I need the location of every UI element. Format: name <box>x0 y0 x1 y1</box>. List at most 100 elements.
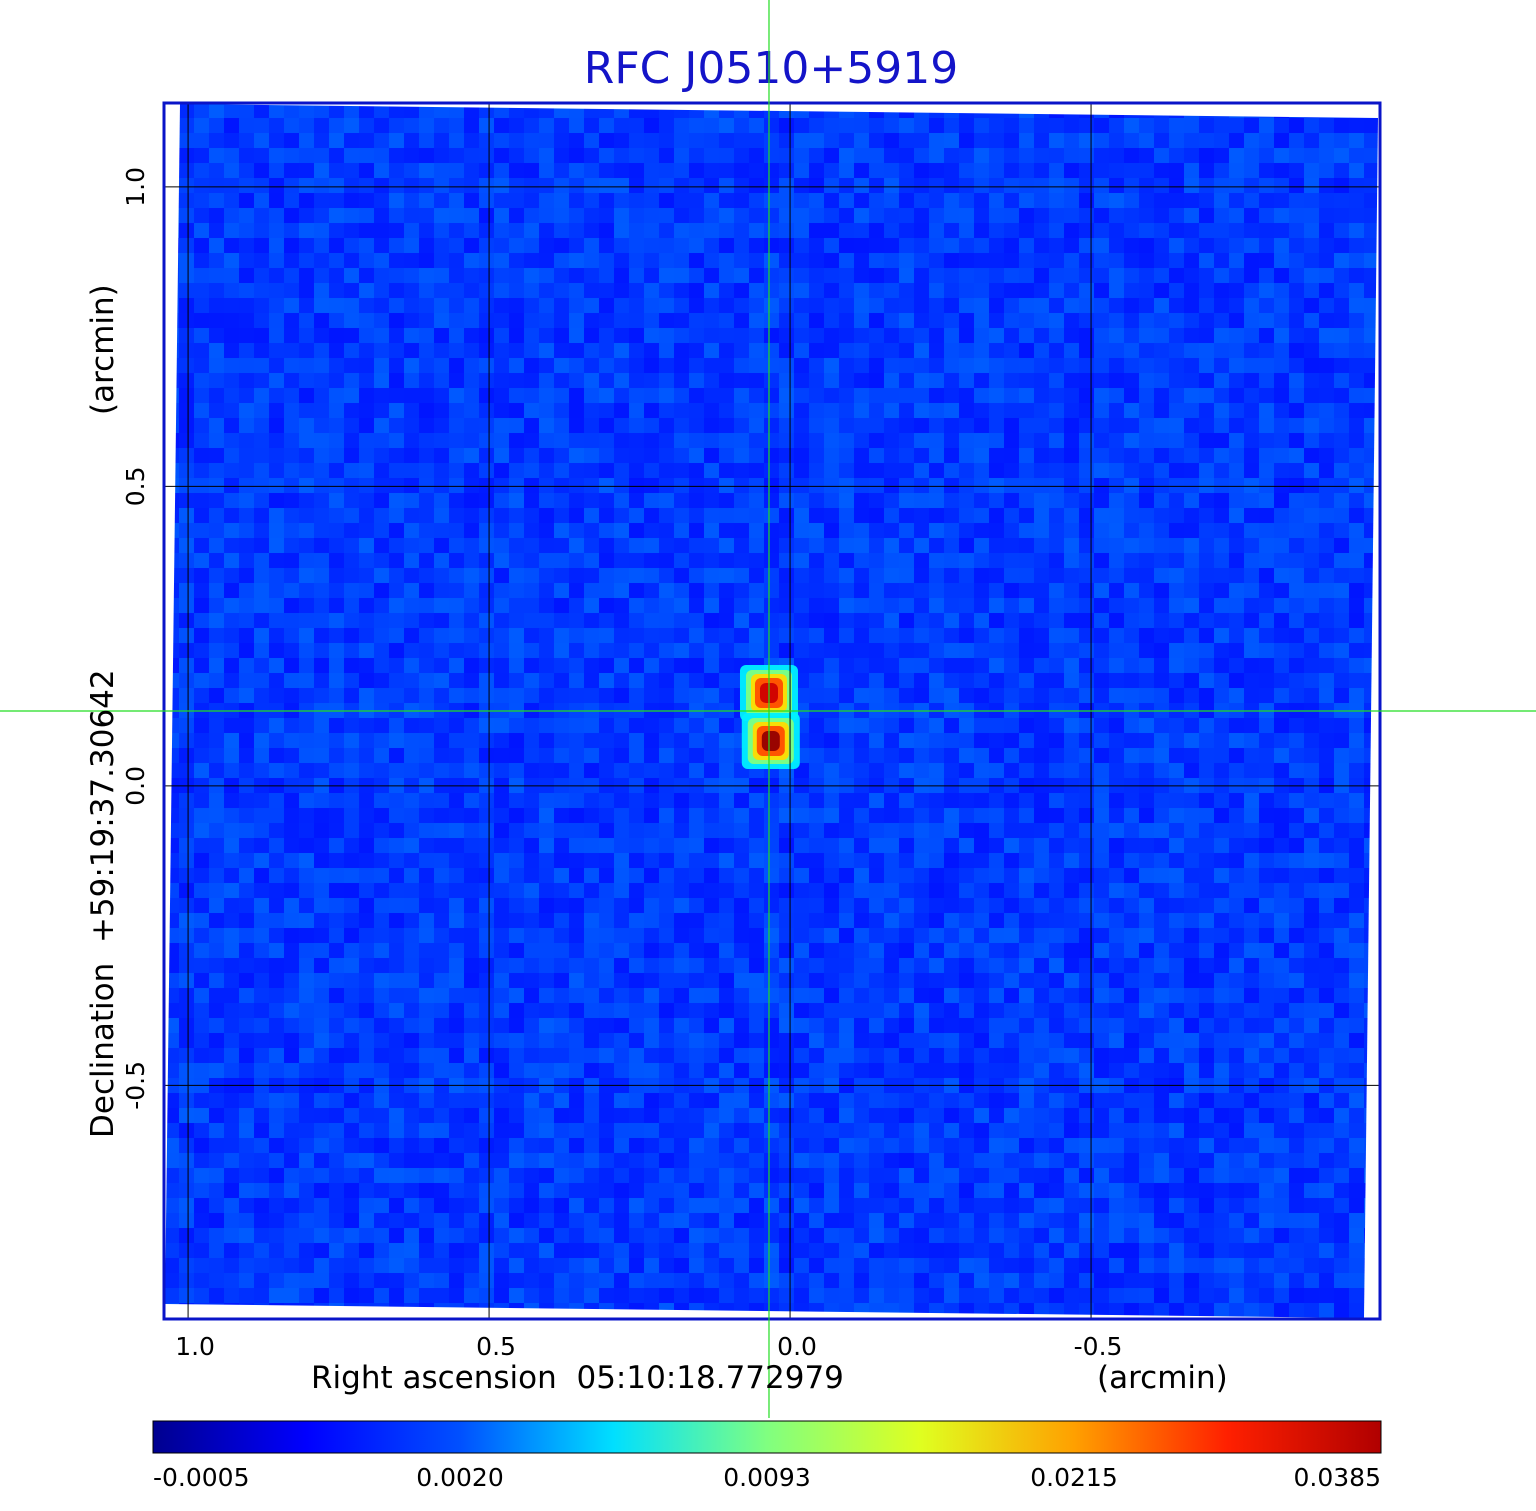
map-pixel <box>674 838 689 853</box>
map-pixel <box>959 988 974 1003</box>
map-pixel <box>989 793 1004 808</box>
map-pixel <box>929 838 944 853</box>
map-pixel <box>419 538 434 553</box>
map-pixel <box>254 688 269 703</box>
map-pixel <box>1184 868 1199 883</box>
map-pixel <box>1364 463 1379 478</box>
map-pixel <box>839 523 854 538</box>
map-pixel <box>629 1003 644 1018</box>
map-pixel <box>659 433 674 448</box>
map-pixel <box>809 1003 824 1018</box>
map-pixel <box>1244 598 1259 613</box>
map-pixel <box>764 388 779 403</box>
map-pixel <box>944 388 959 403</box>
map-pixel <box>1289 823 1304 838</box>
map-pixel <box>869 118 884 133</box>
map-pixel <box>1214 328 1229 343</box>
map-pixel <box>1274 133 1289 148</box>
map-pixel <box>524 913 539 928</box>
map-pixel <box>1064 988 1079 1003</box>
map-pixel <box>329 358 344 373</box>
map-pixel <box>1019 388 1034 403</box>
map-pixel <box>674 313 689 328</box>
map-pixel <box>614 598 629 613</box>
map-pixel <box>179 973 194 988</box>
map-pixel <box>269 823 284 838</box>
map-pixel <box>329 628 344 643</box>
map-pixel <box>299 748 314 763</box>
map-pixel <box>479 433 494 448</box>
map-pixel <box>209 178 224 193</box>
map-pixel <box>584 433 599 448</box>
map-pixel <box>1364 298 1379 313</box>
map-pixel <box>419 823 434 838</box>
map-pixel <box>1154 958 1169 973</box>
map-pixel <box>404 898 419 913</box>
map-pixel <box>509 103 524 118</box>
map-pixel <box>344 628 359 643</box>
map-pixel <box>974 838 989 853</box>
map-pixel <box>239 343 254 358</box>
map-pixel <box>464 763 479 778</box>
map-pixel <box>524 493 539 508</box>
map-pixel <box>449 988 464 1003</box>
map-pixel <box>869 973 884 988</box>
map-pixel <box>734 808 749 823</box>
map-pixel <box>1364 178 1379 193</box>
map-pixel <box>269 373 284 388</box>
map-pixel <box>179 583 194 598</box>
map-pixel <box>1289 463 1304 478</box>
map-pixel <box>704 238 719 253</box>
map-pixel <box>884 433 899 448</box>
map-pixel <box>1214 238 1229 253</box>
map-pixel <box>194 433 209 448</box>
map-pixel <box>674 253 689 268</box>
map-pixel <box>434 268 449 283</box>
map-pixel <box>1079 283 1094 298</box>
map-pixel <box>854 898 869 913</box>
map-pixel <box>659 133 674 148</box>
map-pixel <box>644 808 659 823</box>
map-pixel <box>269 388 284 403</box>
map-pixel <box>1034 883 1049 898</box>
map-pixel <box>1139 838 1154 853</box>
map-pixel <box>914 793 929 808</box>
map-pixel <box>869 283 884 298</box>
map-pixel <box>209 988 224 1003</box>
map-pixel <box>509 958 524 973</box>
map-pixel <box>824 658 839 673</box>
map-pixel <box>479 253 494 268</box>
map-pixel <box>1049 628 1064 643</box>
map-pixel <box>569 478 584 493</box>
map-pixel <box>914 133 929 148</box>
map-pixel <box>1124 133 1139 148</box>
map-pixel <box>1004 418 1019 433</box>
map-pixel <box>1274 733 1289 748</box>
map-pixel <box>989 388 1004 403</box>
map-pixel <box>974 988 989 1003</box>
map-pixel <box>749 598 764 613</box>
map-pixel <box>1184 943 1199 958</box>
map-pixel <box>1199 973 1214 988</box>
map-pixel <box>524 283 539 298</box>
map-pixel <box>1139 223 1154 238</box>
map-pixel <box>239 523 254 538</box>
map-pixel <box>1079 868 1094 883</box>
map-pixel <box>1019 163 1034 178</box>
map-pixel <box>689 223 704 238</box>
map-pixel <box>269 253 284 268</box>
map-pixel <box>1319 463 1334 478</box>
map-pixel <box>539 883 554 898</box>
map-pixel <box>1064 463 1079 478</box>
map-pixel <box>194 913 209 928</box>
map-pixel <box>329 988 344 1003</box>
map-pixel <box>1364 628 1379 643</box>
map-pixel <box>749 463 764 478</box>
map-pixel <box>1004 253 1019 268</box>
map-pixel <box>284 958 299 973</box>
map-pixel <box>569 418 584 433</box>
map-pixel <box>524 748 539 763</box>
map-pixel <box>1229 283 1244 298</box>
map-pixel <box>629 673 644 688</box>
map-pixel <box>434 628 449 643</box>
